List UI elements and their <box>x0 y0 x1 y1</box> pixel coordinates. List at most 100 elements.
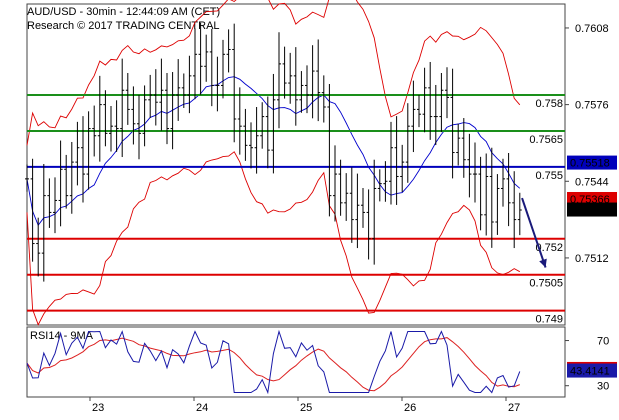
ohlc-bar <box>467 133 472 198</box>
ohlc-bar <box>310 45 315 119</box>
ohlc-bar <box>377 169 382 202</box>
ohlc-bar <box>299 71 304 113</box>
price-tick-label: 0.7512 <box>575 253 609 265</box>
ohlc-bar <box>254 107 259 174</box>
ohlc-bar <box>41 164 46 282</box>
rsi-value-tag-label: 43.4141 <box>570 366 610 378</box>
ohlc-bar <box>517 192 522 236</box>
ohlc-bar <box>383 161 388 202</box>
ohlc-bar <box>170 72 175 150</box>
ohlc-bar <box>512 171 517 249</box>
upper-band-line <box>26 0 521 146</box>
price-tick-label: 0.7608 <box>575 23 609 35</box>
ohlc-bar <box>204 34 209 82</box>
x-tick-label: 25 <box>300 402 312 414</box>
ohlc-bar <box>198 22 203 95</box>
ohlc-bar <box>249 122 253 169</box>
ohlc-bar <box>400 144 405 193</box>
ohlc-bar <box>484 153 489 236</box>
rsi-line <box>26 329 521 395</box>
ohlc-bar <box>114 100 119 152</box>
ohlc-bar <box>215 56 220 112</box>
ohlc-bar <box>81 116 85 203</box>
ohlc-bar <box>176 59 181 121</box>
ohlc-bar <box>86 111 91 190</box>
ohlc-bar <box>159 58 164 131</box>
rsi-panel-title: RSI14 - 9MA <box>30 330 94 342</box>
ohlc-bar <box>237 87 242 155</box>
ohlc-bar <box>327 84 332 217</box>
ohlc-bar <box>30 158 35 262</box>
ohlc-bar <box>293 47 298 126</box>
ohlc-bar <box>260 102 265 149</box>
price-tick-label: 0.7544 <box>575 176 609 188</box>
ohlc-bar <box>411 80 416 153</box>
ohlc-bar <box>187 55 192 114</box>
rsi-panel-frame <box>26 326 566 398</box>
ohlc-bar <box>473 142 477 203</box>
ohlc-bar <box>316 39 321 122</box>
ohlc-bar <box>450 68 455 179</box>
ohlc-bar <box>372 159 377 265</box>
ohlc-bar <box>221 39 225 99</box>
ohlc-bar <box>137 95 141 160</box>
ohlc-bar <box>478 156 483 231</box>
price-tag-label: 0.75518 <box>570 158 610 170</box>
ohlc-bar <box>417 95 421 128</box>
forecast-arrow-line <box>521 197 547 268</box>
ohlc-bar <box>461 118 466 178</box>
ohlc-bar <box>226 29 231 73</box>
ohlc-bar <box>58 140 63 227</box>
ohlc-bar <box>277 32 281 129</box>
x-tick-label: 26 <box>404 402 416 414</box>
ohlc-bar <box>181 73 186 108</box>
ohlc-bar <box>153 69 158 126</box>
price-tick-label: 0.7576 <box>575 100 609 112</box>
level-label-0.755: 0.755 <box>535 170 563 182</box>
ohlc-bar <box>109 106 113 152</box>
ohlc-bar <box>422 67 427 133</box>
ohlc-bar <box>265 96 270 169</box>
ohlc-bar <box>97 75 102 162</box>
ohlc-bar <box>338 159 343 216</box>
price-tag-box <box>567 191 617 206</box>
ohlc-bar <box>333 145 337 222</box>
ohlc-bar <box>165 72 169 145</box>
ohlc-bar <box>321 75 326 123</box>
ohlc-bar <box>489 147 494 248</box>
ohlc-bar <box>271 73 276 174</box>
ohlc-bar <box>243 108 248 161</box>
ohlc-bar <box>36 217 41 277</box>
ohlc-bar <box>142 85 147 147</box>
x-tick-label: 23 <box>92 402 104 414</box>
rsi-ma-line <box>26 337 520 392</box>
ohlc-bar <box>193 28 197 100</box>
ohlc-bar <box>433 84 438 146</box>
ohlc-bar <box>282 46 287 99</box>
ohlc-bar <box>361 187 365 228</box>
level-label-0.749: 0.749 <box>535 314 563 326</box>
ohlc-bar <box>69 141 74 214</box>
lower-band-line <box>26 151 521 326</box>
ohlc-bar <box>53 177 57 234</box>
price-tag-box <box>567 155 617 170</box>
rsi-tick-label: 70 <box>597 336 609 348</box>
ohlc-bar <box>355 173 360 249</box>
x-tick-label: 24 <box>196 402 208 414</box>
ohlc-bar <box>389 121 393 205</box>
ohlc-bar <box>445 67 449 119</box>
ohlc-bar <box>75 121 80 186</box>
rsi-value-tag-box <box>567 363 617 378</box>
ohlc-bar <box>344 173 349 221</box>
ohlc-bar <box>47 178 52 228</box>
price-tag-box <box>567 202 617 217</box>
ohlc-bar <box>428 61 433 140</box>
ohlc-bar <box>405 103 410 183</box>
level-label-0.752: 0.752 <box>535 242 563 254</box>
ohlc-bar <box>288 52 293 104</box>
level-label-0.7565: 0.7565 <box>529 134 563 146</box>
ohlc-bar <box>501 158 505 207</box>
level-label-0.7505: 0.7505 <box>529 278 563 290</box>
ohlc-bar <box>366 189 371 260</box>
x-tick-label: 27 <box>508 402 520 414</box>
